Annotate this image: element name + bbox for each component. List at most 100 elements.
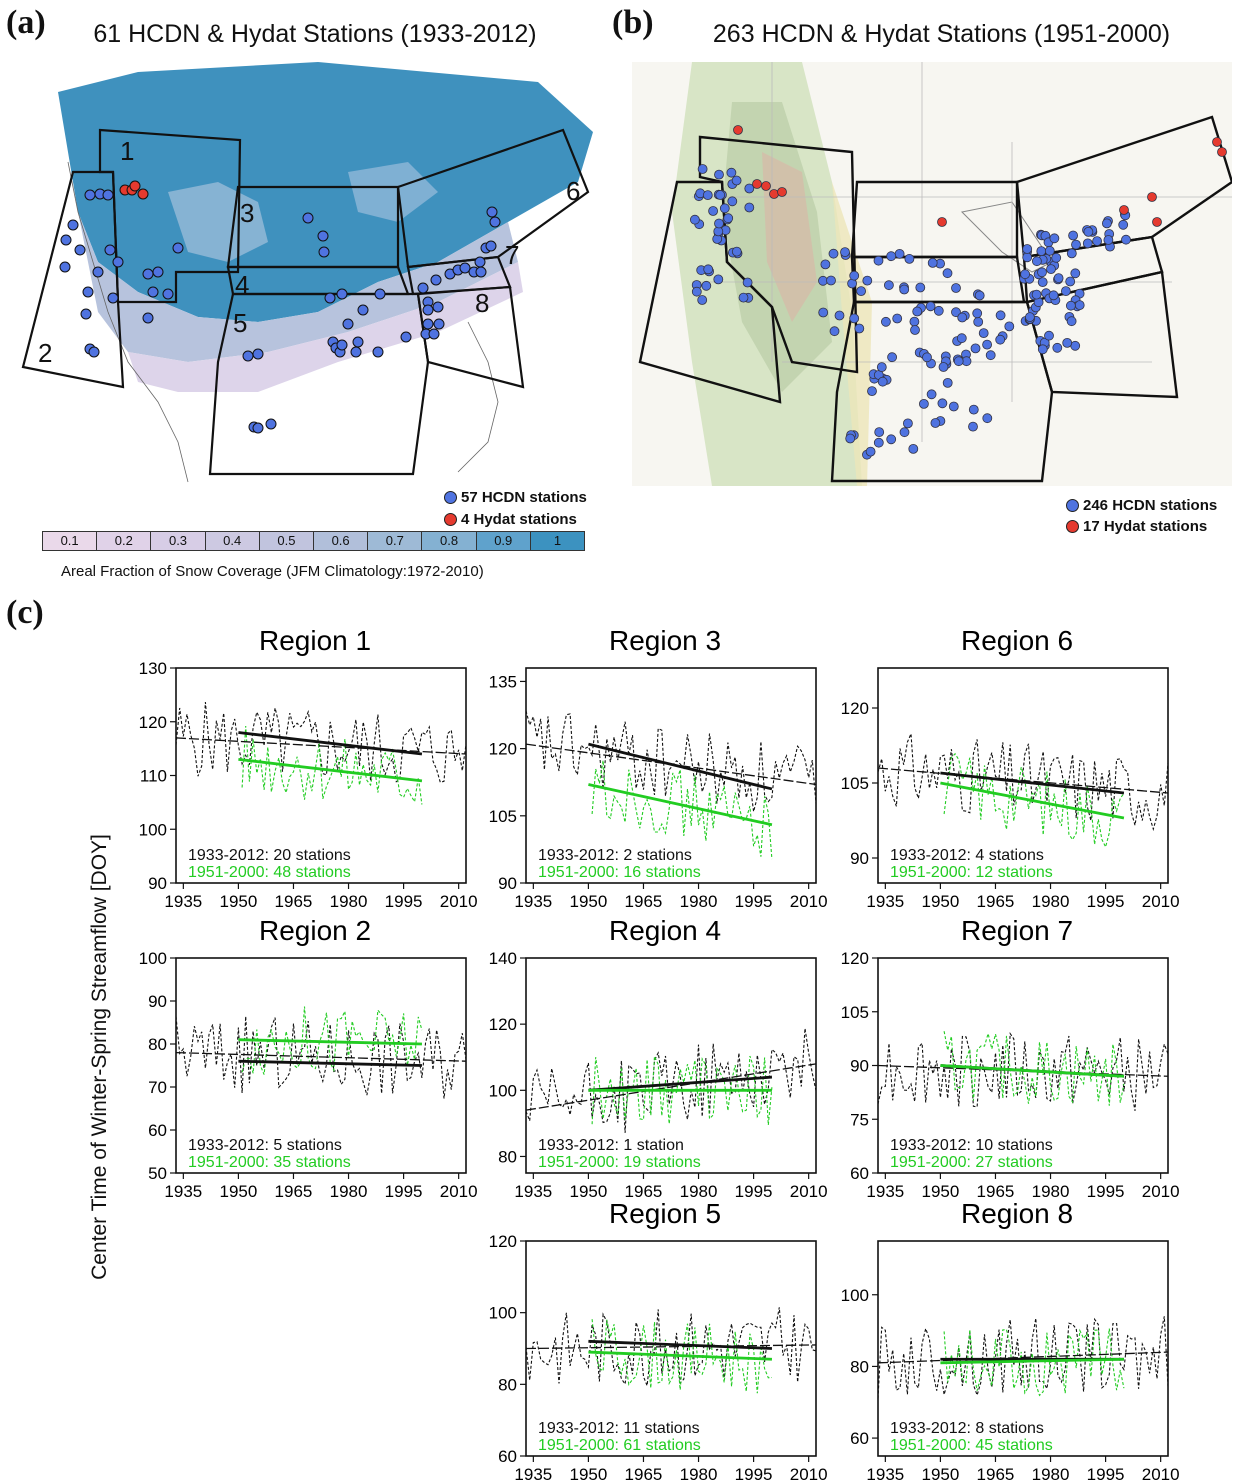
panel-a-map: 1 2 3 4 5 6 7 8 — [21, 62, 593, 483]
panel-b-legend-hydat: 17 Hydat stations — [1066, 518, 1207, 535]
station-dot — [459, 262, 471, 274]
station-dot — [1053, 273, 1064, 284]
station-dot — [1048, 290, 1059, 301]
y-tick-label: 120 — [489, 1232, 517, 1251]
station-dot — [854, 323, 865, 334]
region-charts: Region 1 90 100 110 120 130 1935 1950 1965 1980 19… — [139, 625, 1180, 1482]
station-dot — [336, 339, 348, 351]
station-dot — [908, 443, 919, 454]
station-dot — [147, 286, 159, 298]
station-dot — [142, 268, 154, 280]
x-tick-label: 1965 — [977, 892, 1015, 911]
station-dot — [925, 301, 936, 312]
colorbar-cell: 1 — [530, 532, 585, 550]
x-tick-label: 1935 — [514, 1182, 552, 1201]
x-tick-label: 1995 — [735, 892, 773, 911]
legend-dot-blue — [1066, 499, 1079, 512]
colorbar-cell: 0.4 — [205, 532, 260, 550]
y-tick-label: 135 — [489, 672, 517, 691]
colorbar-cell: 0.7 — [368, 532, 423, 550]
station-dot — [951, 283, 961, 293]
colorbar-caption: Areal Fraction of Snow Coverage (JFM Cli… — [61, 563, 484, 580]
longterm-trend-line — [175, 1051, 467, 1062]
y-tick-label: 80 — [148, 1035, 167, 1054]
chart-region-5: Region 5 60 80 100 120 1935 1950 1965 1980 1995 20… — [489, 1198, 828, 1482]
trend-line-black — [588, 1075, 773, 1092]
map-a-region-4: 4 — [235, 270, 249, 300]
annotation-green: 1951-2000: 35 stations — [188, 1154, 351, 1171]
annual-series-black — [877, 733, 1169, 832]
x-tick-label: 1980 — [1032, 892, 1070, 911]
y-tick-label: 105 — [489, 807, 517, 826]
station-dot — [714, 218, 724, 229]
station-dot — [873, 437, 884, 448]
station-dot — [265, 418, 277, 430]
annual-series-green — [591, 1055, 773, 1126]
station-dot — [1062, 337, 1073, 348]
station-dot — [112, 256, 124, 268]
station-dot — [350, 346, 362, 358]
annotation-black: 1933-2012: 8 stations — [890, 1420, 1044, 1437]
annual-series-green — [241, 725, 423, 805]
legend-dot-red — [444, 513, 457, 526]
station-dot — [834, 310, 845, 321]
station-dot — [899, 284, 910, 295]
colorbar-cell: 0.5 — [259, 532, 315, 550]
panel-a-legend-hydat: 4 Hydat stations — [444, 511, 577, 528]
annual-series-black — [525, 1307, 817, 1386]
annotation-black: 1933-2012: 5 stations — [188, 1137, 342, 1154]
map-a-region-1: 1 — [120, 136, 134, 166]
station-dot — [956, 333, 967, 344]
legend-label: 246 HCDN stations — [1083, 497, 1218, 514]
x-tick-label: 2010 — [790, 1182, 828, 1201]
station-dot — [727, 196, 738, 207]
legend-dot-blue — [444, 491, 457, 504]
station-dot — [1147, 192, 1157, 202]
station-dot — [982, 339, 993, 350]
station-dot — [731, 175, 742, 186]
station-dot — [777, 187, 787, 197]
y-tick-label: 60 — [850, 1429, 869, 1448]
panel-b-title: 263 HCDN & Hydat Stations (1951-2000) — [712, 20, 1171, 48]
colorbar-cell: 0.1 — [43, 532, 98, 550]
map-b-stations — [690, 125, 1227, 460]
station-dot — [937, 398, 948, 409]
station-dot — [726, 167, 737, 178]
station-dot — [744, 183, 755, 194]
y-tick-label: 90 — [498, 874, 517, 893]
station-dot — [1070, 268, 1081, 279]
station-dot — [731, 246, 742, 257]
y-tick-label: 60 — [148, 1121, 167, 1140]
annotation-green: 1951-2000: 19 stations — [538, 1154, 701, 1171]
station-dot — [162, 288, 174, 300]
map-a-stations — [59, 180, 501, 434]
x-tick-label: 1950 — [921, 892, 959, 911]
station-dot — [930, 418, 941, 428]
station-dot — [708, 206, 718, 216]
station-dot — [970, 343, 981, 354]
station-dot — [915, 282, 926, 293]
station-dot — [922, 352, 932, 363]
station-dot — [829, 326, 840, 337]
y-tick-label: 120 — [489, 1015, 517, 1034]
annotation-black: 1933-2012: 20 stations — [188, 847, 351, 864]
station-dot — [1031, 256, 1042, 267]
annotation-green: 1951-2000: 48 stations — [188, 864, 351, 881]
station-dot — [703, 264, 714, 275]
station-dot — [1082, 238, 1093, 249]
x-tick-label: 1995 — [1087, 1465, 1125, 1482]
station-dot — [242, 350, 254, 362]
annual-series-green — [943, 1031, 1125, 1106]
station-dot — [856, 286, 867, 297]
colorbar-cell: 0.2 — [97, 532, 152, 550]
chart-region-1: Region 1 90 100 110 120 130 1935 1950 1965 1980 19… — [139, 625, 478, 911]
annual-series-black — [175, 702, 467, 783]
station-dot — [336, 288, 348, 300]
station-dot — [985, 350, 996, 361]
x-tick-label: 2010 — [440, 1182, 478, 1201]
station-dot — [1024, 312, 1035, 323]
x-tick-label: 1980 — [680, 1465, 718, 1482]
station-dot — [886, 434, 897, 445]
panel-c-letter: (c) — [6, 594, 44, 631]
station-dot — [877, 376, 888, 387]
